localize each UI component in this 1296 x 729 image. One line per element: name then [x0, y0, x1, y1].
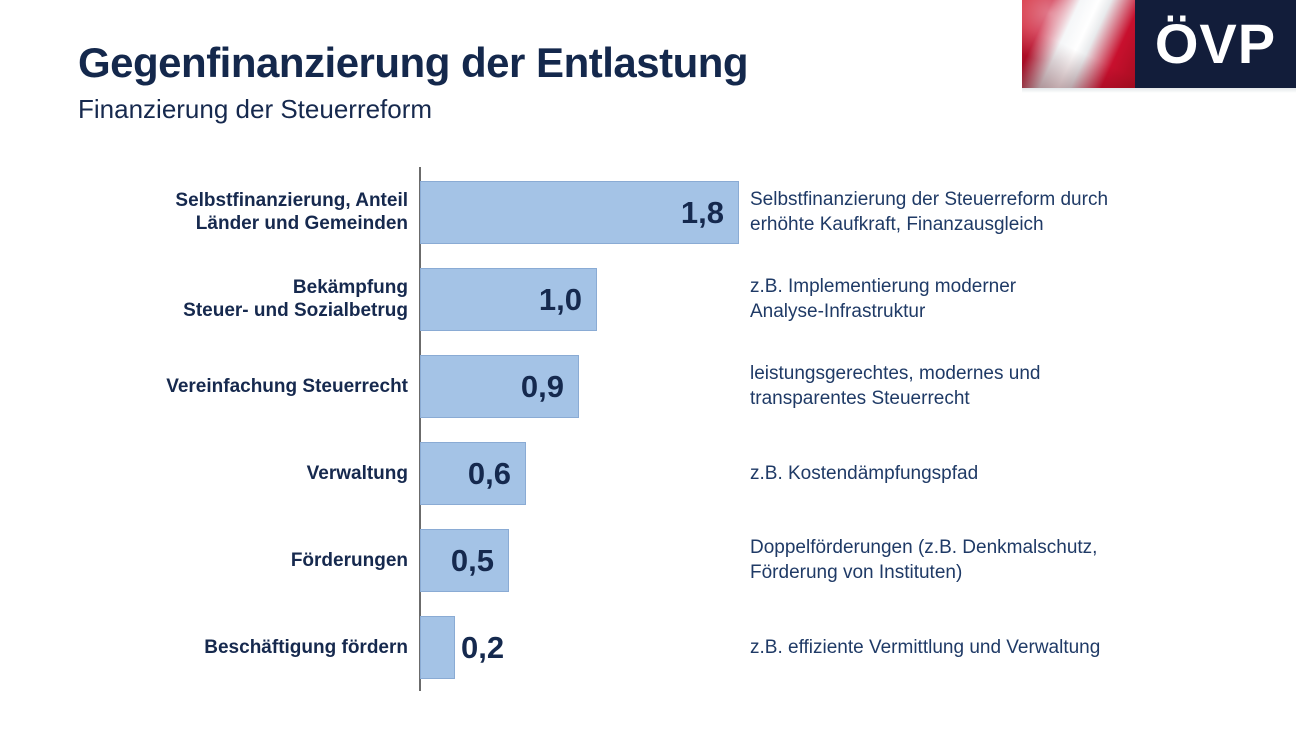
- chart-y-axis-line: [419, 167, 421, 691]
- chart-row: Vereinfachung Steuerrecht 0,9 leistungsg…: [0, 343, 1296, 430]
- category-label: Vereinfachung Steuerrecht: [166, 375, 408, 397]
- page-subtitle: Finanzierung der Steuerreform: [78, 94, 433, 124]
- bar-annotation: z.B. Kostendämpfungspfad: [750, 462, 979, 484]
- ovp-logo-text: ÖVP: [1154, 12, 1277, 75]
- ovp-logo: ÖVP: [1135, 0, 1296, 88]
- bar: 0,9: [420, 355, 579, 418]
- value-label: 0,5: [450, 543, 494, 578]
- category-label: Bekämpfung Steuer- und Sozialbetrug: [183, 276, 408, 322]
- value-label: 1,8: [680, 195, 724, 230]
- category-label: Selbstfinanzierung, Anteil Länder und Ge…: [175, 189, 408, 235]
- bar: 1,8: [420, 181, 739, 244]
- chart-row: Selbstfinanzierung, Anteil Länder und Ge…: [0, 169, 1296, 256]
- chart-row: Bekämpfung Steuer- und Sozialbetrug 1,0 …: [0, 256, 1296, 343]
- page-title: Gegenfinanzierung der Entlastung: [78, 39, 749, 86]
- category-label: Verwaltung: [306, 462, 408, 484]
- bar-annotation: leistungsgerechtes, modernes und transpa…: [750, 362, 1041, 410]
- bar: 0,6: [420, 442, 526, 505]
- value-label: 0,9: [520, 369, 564, 404]
- chart-row: Beschäftigung fördern z.B. effiziente Ve…: [0, 604, 1296, 691]
- logo-shadow: [1022, 88, 1296, 93]
- bar: 1,0: [420, 268, 597, 331]
- chart-row: Förderungen 0,5 Doppelförderungen (z.B. …: [0, 517, 1296, 604]
- bar: 0,5: [420, 529, 509, 592]
- value-label: 1,0: [538, 282, 582, 317]
- bar-annotation: Selbstfinanzierung der Steuerreform durc…: [750, 188, 1109, 236]
- category-label: Förderungen: [290, 549, 408, 571]
- bar-annotation: Doppelförderungen (z.B. Denkmalschutz, F…: [750, 536, 1098, 584]
- category-label: Beschäftigung fördern: [204, 636, 408, 658]
- bar: [420, 616, 455, 679]
- bar-annotation: z.B. Implementierung moderner Analyse-In…: [750, 275, 1017, 323]
- chart-row: Verwaltung 0,6 z.B. Kostendämpfungspfad: [0, 430, 1296, 517]
- bar-annotation: z.B. effiziente Vermittlung und Verwaltu…: [750, 636, 1101, 658]
- bar-chart: Selbstfinanzierung, Anteil Länder und Ge…: [0, 169, 1296, 691]
- value-label: 0,2: [461, 630, 505, 665]
- value-label: 0,6: [467, 456, 511, 491]
- austria-flag-image: [1022, 0, 1135, 88]
